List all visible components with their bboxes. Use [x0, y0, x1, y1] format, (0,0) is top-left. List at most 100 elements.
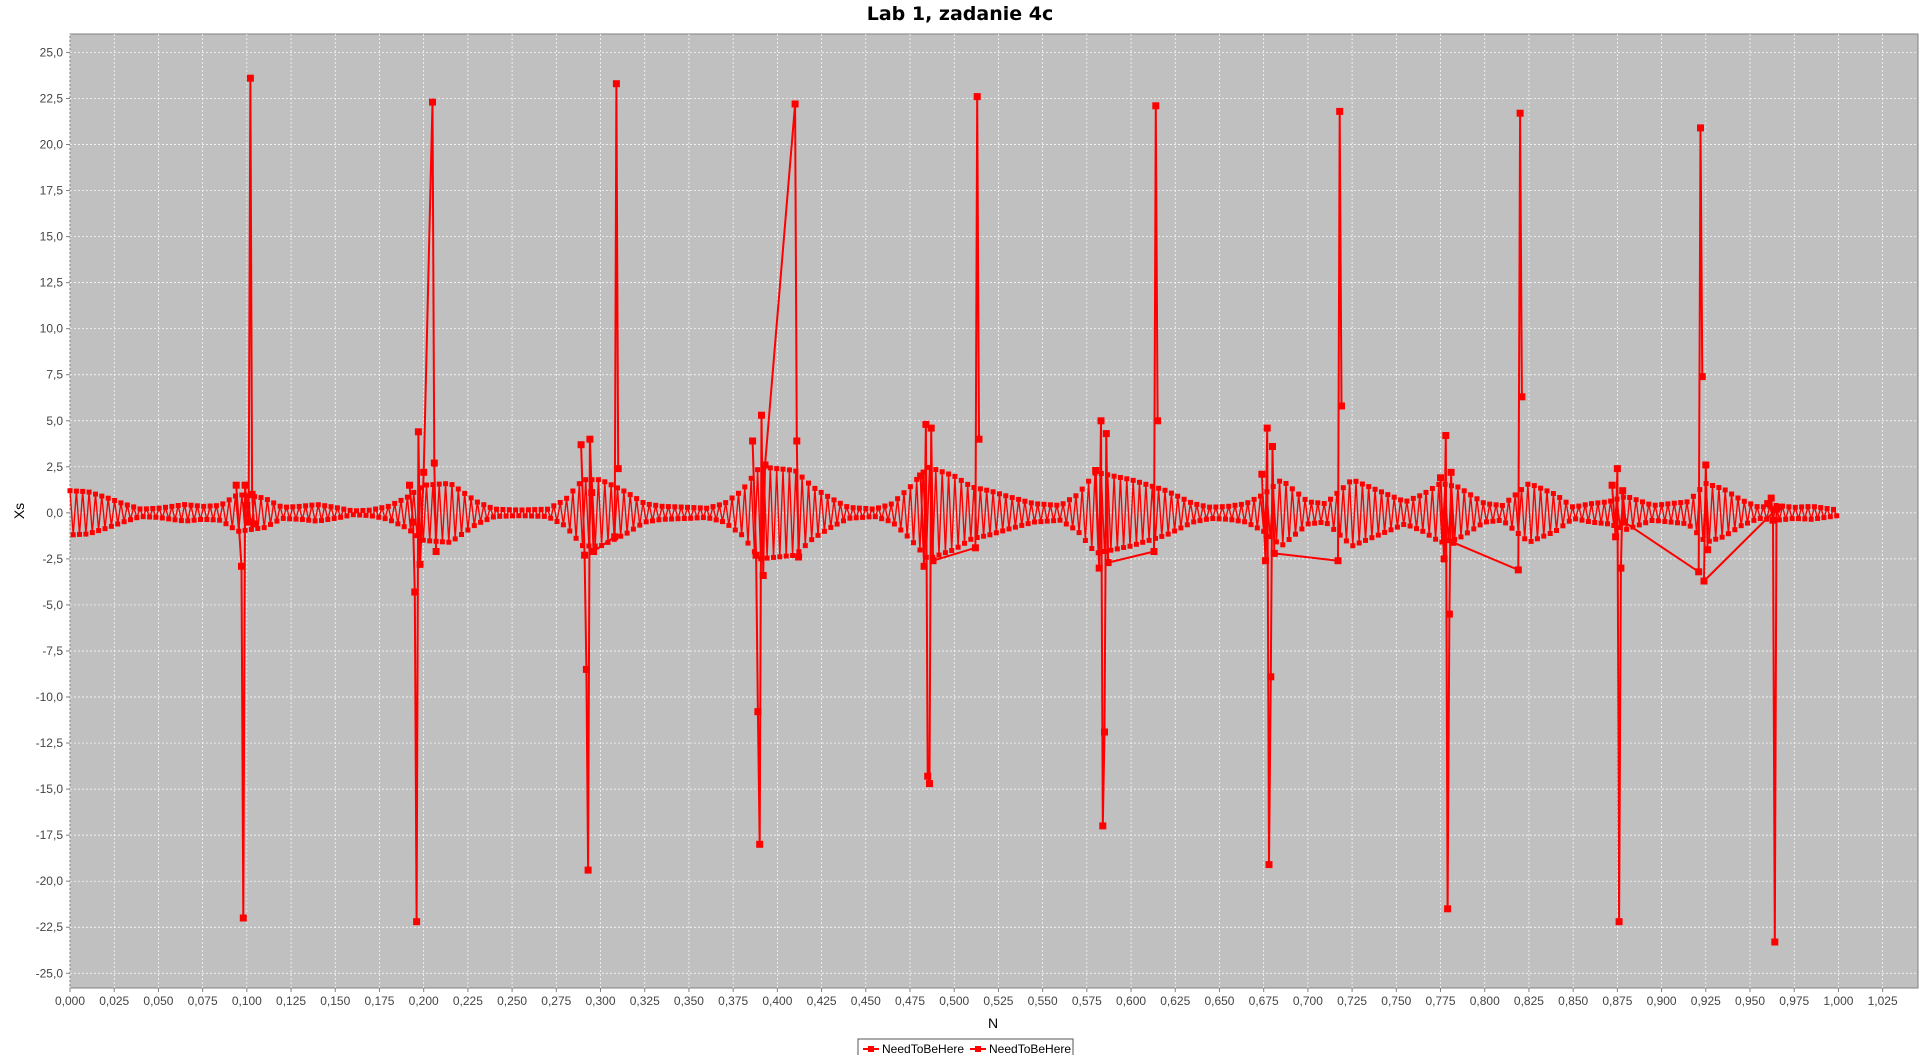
data-point-marker — [583, 477, 589, 483]
data-point-marker — [1207, 504, 1213, 510]
x-tick-label: 0,200 — [409, 994, 439, 1008]
data-point-marker — [1401, 522, 1407, 527]
data-point-marker — [586, 435, 594, 443]
data-point-marker — [1216, 516, 1222, 522]
data-point-marker — [1044, 518, 1050, 524]
data-point-marker — [895, 496, 901, 502]
data-point-marker — [315, 502, 321, 508]
x-tick-label: 0,925 — [1691, 994, 1721, 1008]
data-point-marker — [86, 489, 92, 495]
data-point-marker — [1687, 523, 1693, 529]
data-point-marker — [1748, 501, 1754, 507]
data-point-marker — [1681, 520, 1687, 526]
data-point-marker — [653, 502, 659, 508]
series-spike-line — [580, 83, 620, 871]
data-point-marker — [1695, 568, 1703, 576]
data-point-marker — [1067, 497, 1072, 503]
data-point-marker — [1359, 481, 1365, 487]
x-tick-label: 1,000 — [1823, 994, 1853, 1008]
data-point-marker — [401, 524, 407, 530]
data-point-marker — [1719, 534, 1725, 540]
data-point-marker — [1573, 516, 1579, 522]
data-point-marker — [77, 531, 82, 537]
data-point-marker — [914, 476, 920, 482]
data-point-marker — [414, 428, 422, 436]
data-point-marker — [255, 526, 261, 531]
x-tick-label: 0,800 — [1470, 994, 1500, 1008]
data-point-marker — [1538, 485, 1544, 491]
data-point-marker — [102, 526, 108, 532]
data-point-marker — [1032, 519, 1037, 525]
data-point-marker — [1108, 547, 1114, 553]
data-point-marker — [1082, 538, 1088, 543]
data-point-marker — [334, 505, 340, 511]
data-point-marker — [917, 472, 925, 480]
data-point-marker — [1598, 520, 1604, 526]
data-point-marker — [1086, 478, 1092, 484]
data-point-marker — [548, 515, 554, 521]
data-point-marker — [1601, 499, 1607, 505]
data-point-marker — [223, 521, 229, 527]
data-point-marker — [1821, 515, 1827, 521]
data-point-marker — [554, 519, 560, 524]
x-tick-label: 0,300 — [586, 994, 616, 1008]
data-point-marker — [474, 499, 480, 505]
data-point-marker — [1124, 476, 1130, 482]
x-tick-label: 0,950 — [1735, 994, 1765, 1008]
data-point-marker — [1417, 493, 1423, 499]
data-point-marker — [1038, 519, 1044, 525]
data-point-marker — [271, 500, 277, 506]
x-tick-label: 0,775 — [1426, 994, 1456, 1008]
data-point-marker — [1659, 502, 1665, 508]
data-point-marker — [656, 517, 662, 523]
data-point-marker — [357, 512, 363, 518]
data-point-marker — [1127, 543, 1133, 549]
data-point-marker — [105, 495, 111, 501]
data-point-marker — [1308, 499, 1314, 505]
y-tick-label: 12,5 — [40, 276, 64, 290]
data-point-marker — [73, 488, 79, 494]
data-point-marker — [220, 501, 226, 507]
data-point-marker — [1286, 537, 1292, 542]
data-point-marker — [888, 501, 894, 507]
data-point-marker — [637, 522, 643, 528]
data-point-marker — [1789, 516, 1795, 522]
data-point-marker — [993, 530, 999, 536]
data-point-marker — [1592, 520, 1598, 525]
data-point-marker — [1722, 487, 1728, 493]
data-point-marker — [920, 469, 926, 475]
data-point-marker — [612, 80, 620, 88]
data-point-marker — [872, 514, 878, 520]
data-point-marker — [990, 489, 996, 495]
data-point-marker — [439, 539, 445, 545]
data-point-marker — [582, 665, 590, 673]
data-point-marker — [608, 482, 614, 488]
data-point-marker — [791, 100, 799, 108]
data-point-marker — [1267, 673, 1275, 681]
data-point-marker — [621, 488, 627, 494]
data-point-marker — [713, 517, 719, 523]
data-point-marker — [436, 481, 442, 487]
data-point-marker — [580, 543, 585, 549]
data-point-marker — [121, 519, 127, 525]
data-point-marker — [783, 553, 789, 559]
data-point-marker — [1506, 497, 1512, 503]
data-point-marker — [468, 495, 474, 501]
data-point-marker — [1321, 501, 1327, 506]
data-point-marker — [806, 480, 811, 486]
data-point-marker — [503, 513, 509, 519]
data-point-marker — [1289, 486, 1295, 492]
data-point-marker — [697, 505, 703, 511]
data-point-marker — [1729, 491, 1735, 497]
data-point-marker — [232, 481, 240, 489]
data-point-marker — [382, 516, 388, 522]
data-point-marker — [1754, 504, 1760, 510]
x-tick-label: 0,725 — [1337, 994, 1367, 1008]
x-tick-label: 0,375 — [718, 994, 748, 1008]
data-point-marker — [395, 521, 401, 527]
data-point-marker — [1242, 519, 1248, 525]
data-point-marker — [128, 517, 133, 523]
data-point-marker — [1579, 517, 1585, 523]
data-point-marker — [1269, 443, 1276, 450]
data-point-marker — [1238, 501, 1244, 507]
